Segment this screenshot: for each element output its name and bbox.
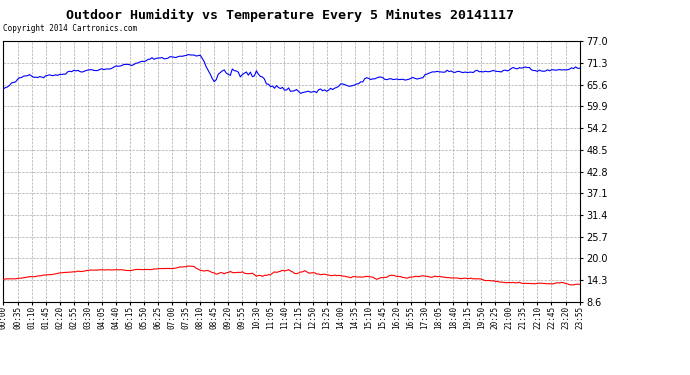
Text: Humidity  (%): Humidity (%) — [581, 22, 651, 31]
Text: Outdoor Humidity vs Temperature Every 5 Minutes 20141117: Outdoor Humidity vs Temperature Every 5 … — [66, 9, 514, 22]
Text: Copyright 2014 Cartronics.com: Copyright 2014 Cartronics.com — [3, 24, 137, 33]
Text: Temperature  (°F): Temperature (°F) — [435, 22, 527, 31]
